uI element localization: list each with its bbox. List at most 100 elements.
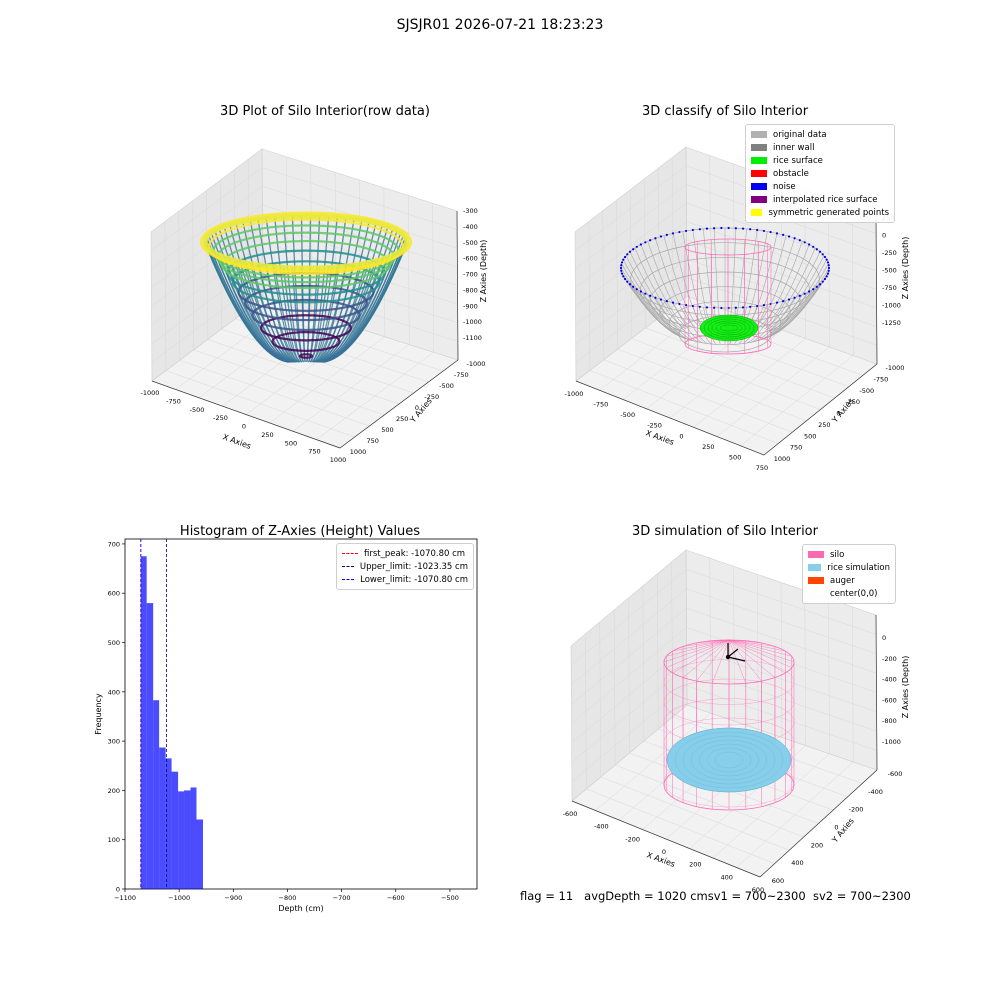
raw-z-tick-label: -900 [463,302,478,310]
cls-x-tick-label: 250 [702,443,714,451]
hist-y-tick-label: 200 [108,787,120,795]
cls-noise-point [720,306,723,310]
cls-grid [852,206,854,356]
sim-grid [671,561,673,718]
hist-x-tick-label: −700 [333,894,351,902]
raw-z-tick-label: -800 [463,286,478,294]
sim-silo-roof-line [672,639,730,652]
sim-grid [686,607,877,674]
classify-legend-item: interpolated rice surface [751,193,889,206]
cls-noise-point [644,292,647,295]
cls-x-axis-line [575,380,765,456]
cls-z-tick-label: -500 [882,267,897,275]
sim-x-tick-label: 400 [720,873,732,881]
classify-legend-item: obstacle [751,167,889,180]
cls-y-axis-line [763,363,878,456]
cls-noise-point [823,255,827,259]
sim-x-tick-label: -400 [594,823,609,831]
cls-noise-point [818,283,822,286]
sim-grid [852,606,854,762]
cls-noise-point [659,298,663,301]
sim-rice-surface [666,727,792,793]
raw-grid [151,186,263,270]
cls-noise-point [798,294,801,297]
sim-silo-roof-line [711,639,730,684]
raw-surface-ring [199,211,413,273]
cls-noise-point [626,253,629,256]
cls-noise-point [798,239,801,242]
cls-noise-point [691,228,694,232]
sim-silo-roof-line [728,639,792,657]
cls-noise-point [812,288,815,291]
cls-noise-point [684,229,688,233]
cls-original-data-line [621,263,681,334]
raw-z-axis-label: Z Axies (Depth) [479,240,488,303]
cls-noise-point [741,227,745,230]
cls-noise-point [654,296,657,299]
cls-original-data-line [769,263,829,334]
legend-label: obstacle [773,168,809,179]
hist-y-tick-label: 0 [116,886,120,894]
flag-text: flag = 11 [520,889,574,903]
sim-grid [642,585,645,742]
hist-bar [159,747,166,889]
cls-y-tick-label: -250 [845,398,860,406]
legend-label: center(0,0) [830,588,878,599]
cls-noise-point [649,239,652,242]
sim-y-tick-label: 200 [811,841,823,849]
cls-noise-point [827,269,830,272]
cls-noise-point [749,228,752,231]
raw-plot-title: 3D Plot of Silo Interior(row data) [220,104,430,119]
cls-noise-point [620,261,624,264]
raw-x-tick-label: -1000 [141,389,160,397]
raw-surface-line [307,216,321,363]
legend-swatch [808,551,824,558]
raw-surface-ring [260,314,352,342]
raw-surface-line [309,217,330,363]
cls-rice-surface-ring [719,324,739,332]
raw-grid [247,159,250,309]
sv1-text: sv1 = 700~2300 [707,889,806,903]
simulation-legend-item: rice simulation [808,561,890,574]
sim-grid [686,588,877,654]
hist-bar [196,819,203,889]
cls-y-tick-label: 1000 [774,455,791,463]
cls-noise-point [769,230,772,234]
raw-y-tick-label: 500 [381,426,393,434]
cls-noise-point [734,306,737,309]
legend-label: rice simulation [827,562,890,573]
legend-label: Upper_limit: -1023.35 cm [359,561,468,572]
hist-bar [190,787,197,889]
cls-noise-point [756,304,759,308]
cls-noise-point [818,250,822,253]
legend-label: auger [830,575,855,586]
cls-noise-point [762,229,766,233]
cls-noise-point [639,243,642,246]
cls-noise-point [823,277,827,281]
sim-z-tick-label: -800 [882,717,897,725]
cls-original-data-line [763,247,816,330]
stats-line: flag = 11 avgDepth = 1020 cmsv1 = 700~23… [520,889,911,903]
cls-noise-point [632,248,635,251]
histogram-title: Histogram of Z-Axies (Height) Values [179,524,421,539]
classify-legend-item: symmetric generated points [751,206,889,219]
cls-original-data-line [634,247,687,330]
raw-x-tick-label: 1000 [330,456,347,464]
legend-line-swatch [342,566,354,567]
cls-noise-point [821,280,824,283]
cls-y-tick-label: -500 [859,387,874,395]
cls-original-data-line [623,259,682,333]
cls-noise-point [803,292,806,295]
raw-surface-line [257,219,298,363]
cls-noise-point [620,269,623,272]
cls-grid [575,202,687,289]
cls-rice-surface-ring [711,320,747,336]
cls-y-tick-label: 750 [790,444,802,452]
raw-z-tick-label: -500 [463,239,478,247]
raw-surface-line [312,218,347,363]
cls-original-data-line [625,255,683,332]
sim-rice-ring [666,727,792,793]
raw-surface-line [223,226,292,363]
raw-grid [262,167,458,230]
